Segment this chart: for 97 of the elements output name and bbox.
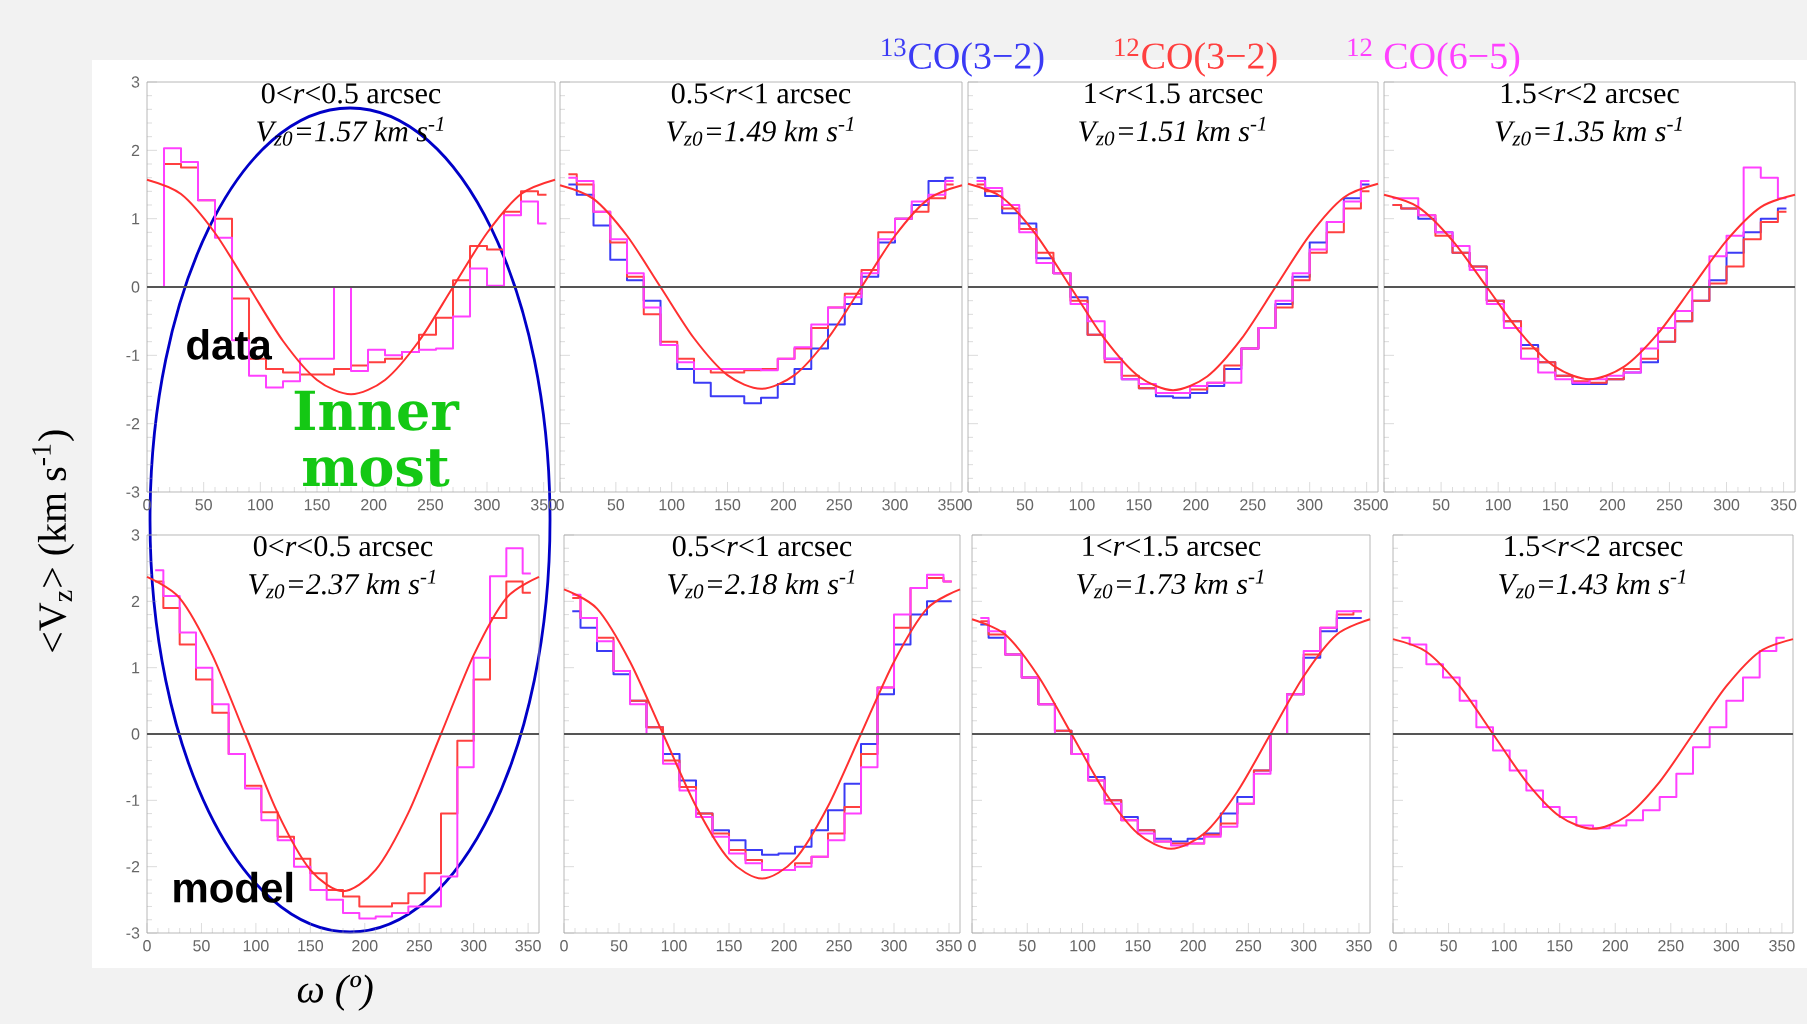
x-tick-label: 250 (417, 499, 444, 511)
x-tick-label: 150 (1125, 940, 1151, 952)
chart-title: 1.5<r<2 arcsec (1505, 536, 1683, 557)
x-tick-label: 300 (474, 499, 500, 511)
y-tick-label: -2 (126, 418, 140, 430)
y-axis-title: <V$_{z}$> (km s$^{-1}$) (32, 430, 75, 652)
x-tick-label: 0 (556, 499, 564, 511)
x-tick-label: 200 (1180, 940, 1206, 952)
chart-title: 1<r<1.5 arcsec (1083, 536, 1261, 557)
x-tick-label: 50 (1440, 940, 1457, 952)
x-tick-label: 250 (1240, 499, 1266, 511)
x-tick-label: 50 (1432, 499, 1450, 511)
y-tick-label: -1 (126, 349, 140, 361)
x-tick-label: 250 (1656, 499, 1683, 511)
x-tick-label: 50 (1016, 499, 1034, 511)
y-tick-label: 3 (131, 529, 140, 541)
x-tick-label: 200 (1183, 499, 1209, 511)
chart-title: 0<r<0.5 arcsec (253, 536, 433, 557)
x-tick-label: 100 (1070, 940, 1096, 952)
chart-title: 1<r<1.5 arcsec (1085, 83, 1263, 104)
x-tick-label: 0 (560, 940, 568, 952)
x-tick-label: 50 (607, 499, 625, 511)
y-tick-label: 2 (131, 144, 140, 156)
y-tick-label: 1 (132, 662, 140, 674)
x-tick-label: 100 (1486, 499, 1511, 511)
x-tick-label: 250 (406, 940, 432, 952)
chart-title: 0<r<0.5 arcsec (261, 83, 441, 104)
x-tick-label: 350 (1769, 940, 1795, 952)
x-tick-label: 0 (1380, 499, 1388, 511)
x-tick-label: 300 (460, 940, 487, 952)
x-tick-label: 100 (248, 499, 274, 511)
x-tick-label: 200 (361, 499, 387, 511)
x-tick-label: 100 (1069, 499, 1095, 511)
x-tick-label: 100 (1492, 940, 1517, 952)
x-tick-label: 150 (715, 499, 741, 511)
x-tick-label: 50 (1019, 940, 1036, 952)
y-tick-label: 3 (131, 76, 140, 88)
x-tick-label: 350 (938, 499, 964, 511)
text: $^{13}$CO(3−2) (882, 38, 1044, 77)
x-tick-label: 350 (1353, 499, 1380, 511)
x-tick-label: 200 (770, 499, 797, 511)
x-tick-label: 200 (1599, 499, 1626, 511)
chart-title: 0.5<r<1 arcsec (671, 83, 851, 104)
x-tick-label: 300 (1713, 940, 1740, 952)
x-tick-label: 0 (143, 940, 151, 952)
text: $^{12}$ CO(6−5) (1348, 38, 1520, 77)
y-tick-label: 1 (132, 213, 140, 225)
chart-title: 0.5<r<1 arcsec (672, 536, 852, 557)
x-tick-label: 150 (304, 499, 330, 511)
text: V$_{z0}$=1.49 km s$^{-1}$ (667, 116, 854, 146)
chart-title: 1.5<r<2 arcsec (1501, 83, 1679, 104)
x-tick-label: 250 (1658, 940, 1684, 952)
x-tick-label: 300 (1296, 499, 1323, 511)
x-tick-label: 0 (964, 499, 972, 511)
x-tick-label: 50 (193, 940, 210, 952)
x-tick-label: 100 (659, 499, 685, 511)
y-tick-label: 0 (131, 281, 140, 293)
x-tick-label: 100 (243, 940, 269, 952)
x-tick-label: 0 (968, 940, 976, 952)
x-tick-label: 200 (1602, 940, 1628, 952)
text: V$_{z0}$=1.35 km s$^{-1}$ (1495, 116, 1682, 146)
x-tick-label: 250 (826, 940, 852, 952)
x-tick-label: 150 (298, 940, 324, 952)
x-tick-label: 350 (936, 940, 962, 952)
x-tick-label: 200 (771, 940, 797, 952)
x-tick-label: 150 (1547, 940, 1573, 952)
annotation: Inner most (294, 390, 460, 487)
text: V$_{z0}$=2.37 km s$^{-1}$ (249, 569, 436, 599)
x-tick-label: 300 (1713, 499, 1740, 511)
y-tick-label: -3 (126, 927, 140, 939)
text: $^{12}$CO(3−2) (1115, 38, 1277, 77)
x-tick-label: 300 (881, 940, 907, 952)
y-tick-label: 2 (131, 595, 140, 607)
x-tick-label: 50 (610, 940, 628, 952)
y-tick-label: -2 (126, 861, 140, 873)
x-tick-label: 300 (882, 499, 908, 511)
x-tick-label: 350 (515, 940, 541, 952)
x-tick-label: 250 (1235, 940, 1262, 952)
text: V$_{z0}$=1.51 km s$^{-1}$ (1079, 116, 1266, 146)
y-tick-label: -3 (126, 486, 140, 498)
x-tick-label: 150 (716, 940, 742, 952)
x-tick-label: 350 (1346, 940, 1372, 952)
x-tick-label: 250 (826, 499, 852, 511)
text: V$_{z0}$=1.73 km s$^{-1}$ (1077, 569, 1264, 599)
y-tick-label: -1 (126, 794, 140, 806)
x-tick-label: 350 (1770, 499, 1797, 511)
x-axis-title: ω (º) (297, 974, 373, 1011)
x-tick-label: 150 (1543, 499, 1568, 511)
y-tick-label: 0 (131, 728, 140, 740)
x-tick-label: 0 (1389, 940, 1397, 952)
x-tick-label: 300 (1290, 940, 1317, 952)
text: V$_{z0}$=2.18 km s$^{-1}$ (668, 569, 855, 599)
x-tick-label: 100 (661, 940, 687, 952)
text: V$_{z0}$=1.43 km s$^{-1}$ (1499, 569, 1686, 599)
x-tick-label: 50 (195, 499, 212, 511)
x-tick-label: 150 (1126, 499, 1152, 511)
x-tick-label: 200 (352, 940, 378, 952)
